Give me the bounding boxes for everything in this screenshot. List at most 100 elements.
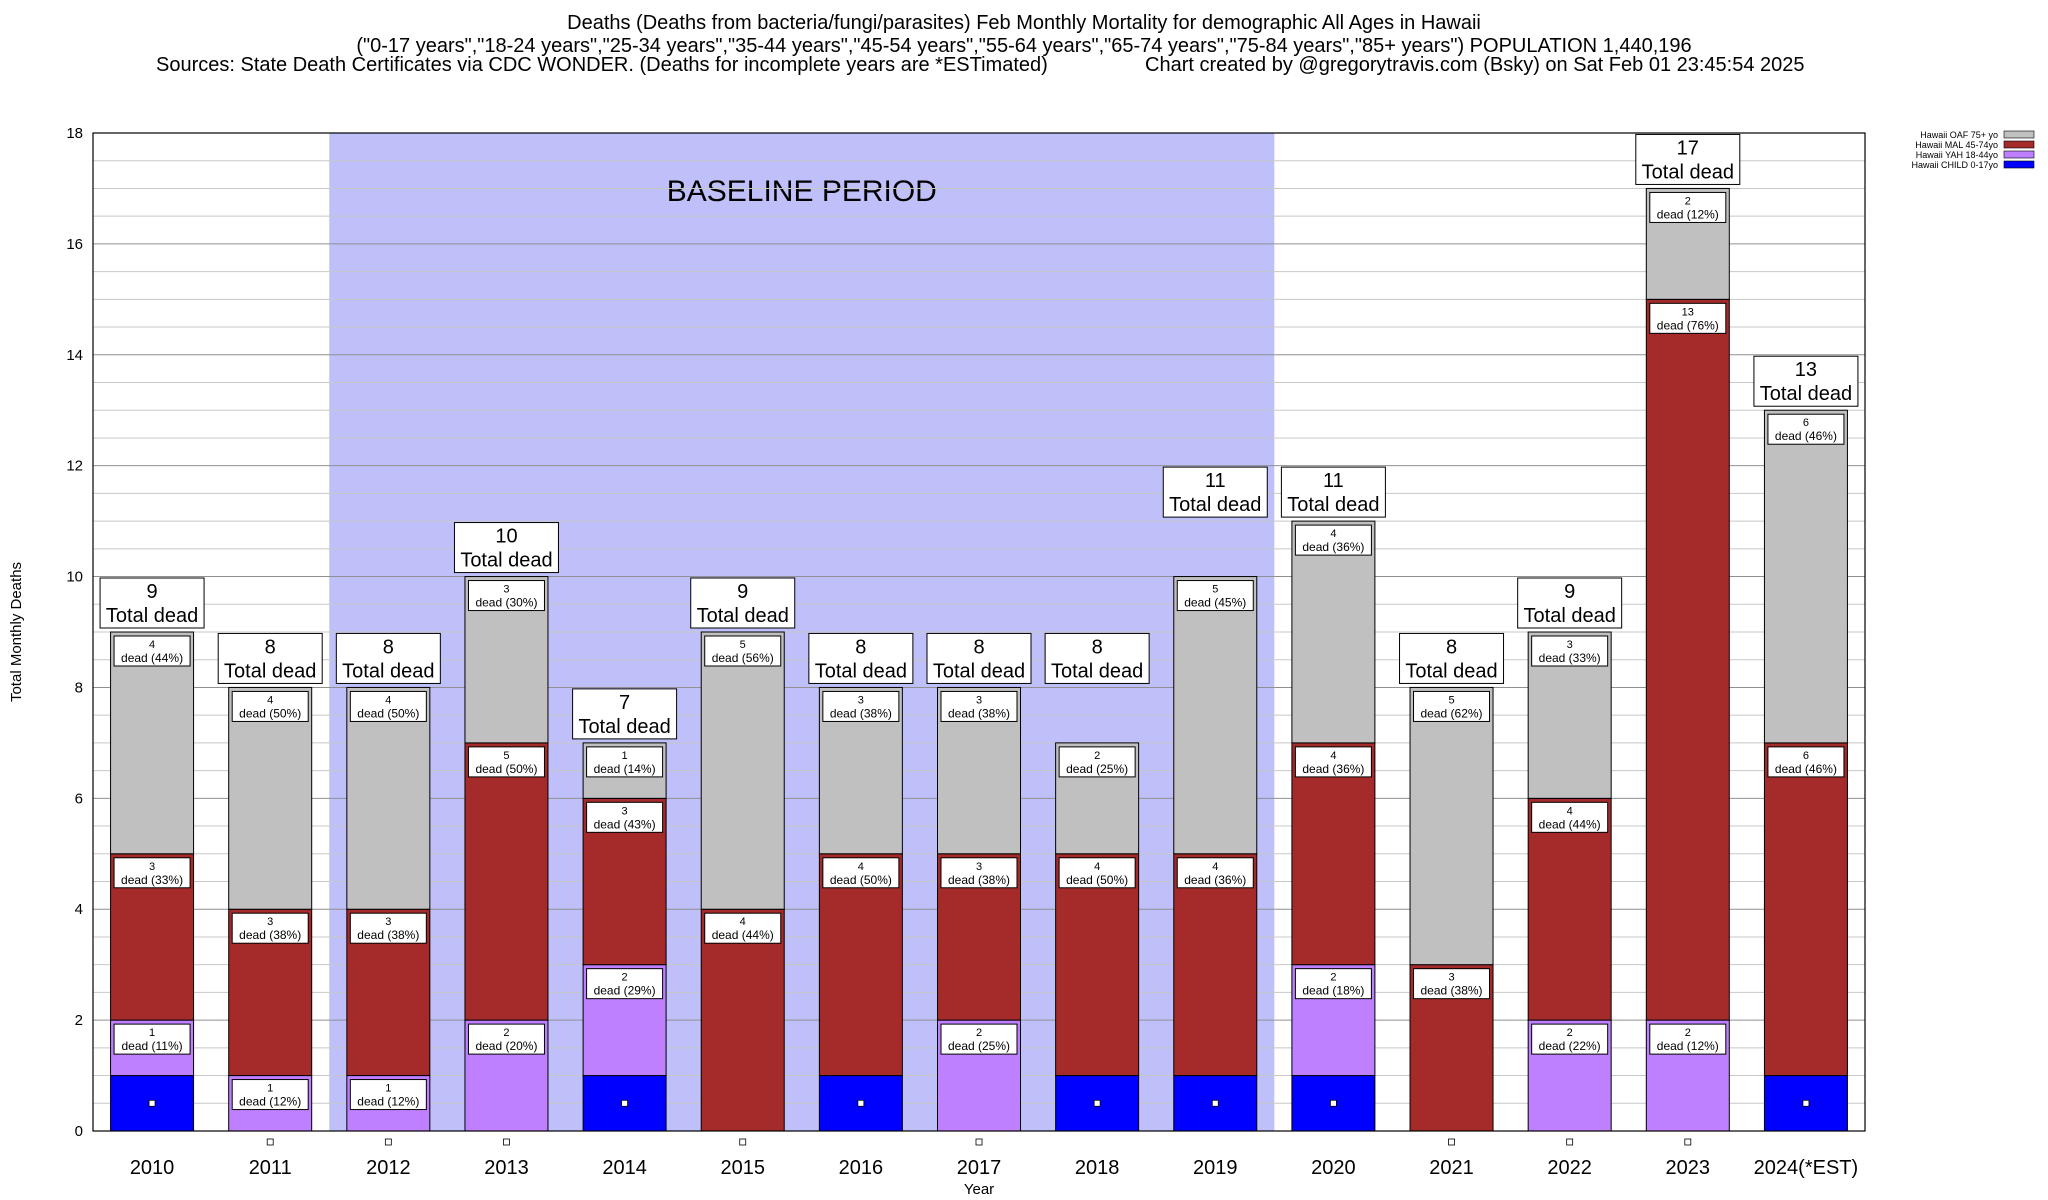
segment-label-box xyxy=(586,968,664,1000)
segment-count-label: 4 xyxy=(1330,528,1336,540)
segment-label-box xyxy=(1294,524,1372,556)
legend-swatch xyxy=(2003,150,2035,159)
x-tick-label: 2021 xyxy=(1429,1157,1474,1179)
segment-count-label: 3 xyxy=(1567,639,1573,651)
total-dead-label: Total dead xyxy=(106,605,198,627)
total-count-label: 7 xyxy=(619,692,630,714)
segment-label-box xyxy=(113,635,191,667)
total-count-label: 13 xyxy=(1795,359,1817,381)
segment-pct-label: dead (38%) xyxy=(948,873,1010,887)
chart-title-block: Deaths (Deaths from bacteria/fungi/paras… xyxy=(0,12,2048,58)
tick-marker xyxy=(503,1138,510,1146)
x-tick-label: 2012 xyxy=(366,1157,411,1179)
segment-label-box xyxy=(586,746,664,778)
legend-swatch xyxy=(2003,140,2035,149)
segment-count-label: 3 xyxy=(267,916,273,928)
sources-text: Sources: State Death Certificates via CD… xyxy=(156,54,1048,76)
x-axis-title: Year xyxy=(964,1181,994,1198)
segment-label-box xyxy=(1294,968,1372,1000)
bar-segment xyxy=(818,853,903,1077)
segment-label-box xyxy=(231,912,309,944)
y-tick-label: 8 xyxy=(75,679,83,696)
total-label-box xyxy=(1635,133,1741,185)
segment-pct-label: dead (12%) xyxy=(239,1095,301,1109)
tick-marker xyxy=(739,1138,747,1146)
segment-count-label: 2 xyxy=(1685,1027,1691,1039)
segment-pct-label: dead (12%) xyxy=(357,1095,419,1109)
segment-label-box xyxy=(467,1023,545,1055)
total-label-box xyxy=(1162,466,1268,518)
segment-label-box xyxy=(1531,635,1609,667)
segment-label-box xyxy=(1649,302,1727,334)
segment-label-box xyxy=(231,690,309,722)
segment-label-box xyxy=(704,912,782,944)
total-label-box xyxy=(1044,632,1150,684)
total-count-label: 11 xyxy=(1205,470,1226,492)
total-count-label: 17 xyxy=(1677,137,1699,159)
segment-count-label: 3 xyxy=(976,861,982,873)
segment-label-box xyxy=(1531,1023,1609,1055)
segment-pct-label: dead (22%) xyxy=(1539,1039,1601,1053)
segment-pct-label: dead (38%) xyxy=(948,706,1010,720)
segment-label-box xyxy=(1767,413,1845,445)
segment-marker xyxy=(857,1099,865,1107)
y-tick-label: 0 xyxy=(75,1123,83,1140)
segment-count-label: 4 xyxy=(385,694,391,706)
legend-label: Hawaii MAL 45-74yo xyxy=(1915,140,1998,150)
legend-label: Hawaii OAF 75+ yo xyxy=(1920,130,1998,140)
segment-marker xyxy=(148,1099,156,1107)
total-dead-label: Total dead xyxy=(342,660,434,682)
segment-count-label: 4 xyxy=(149,639,155,651)
segment-marker xyxy=(1093,1099,1101,1107)
x-tick-label: 2023 xyxy=(1666,1157,1711,1179)
bar-segment xyxy=(1291,520,1376,744)
segment-pct-label: dead (38%) xyxy=(357,928,419,942)
segment-count-label: 3 xyxy=(503,584,509,596)
segment-pct-label: dead (18%) xyxy=(1302,984,1364,998)
segment-label-box xyxy=(1413,690,1491,722)
segment-label-box xyxy=(822,690,900,722)
y-tick-label: 4 xyxy=(75,901,83,918)
total-count-label: 8 xyxy=(1446,636,1457,658)
segment-count-label: 6 xyxy=(1803,417,1809,429)
y-tick-label: 12 xyxy=(66,458,83,475)
segment-pct-label: dead (44%) xyxy=(712,928,774,942)
segment-pct-label: dead (45%) xyxy=(1184,596,1246,610)
axes-layer: 2010 2011 2012 2013 2014 2015 2016 2017 2018 2019… xyxy=(8,125,1866,1198)
segment-marker xyxy=(1330,1099,1337,1107)
segment-marker xyxy=(621,1099,628,1107)
legend-swatch xyxy=(2003,160,2035,169)
segment-pct-label: dead (56%) xyxy=(712,651,774,665)
segment-count-label: 5 xyxy=(503,750,509,762)
segment-pct-label: dead (12%) xyxy=(1657,1039,1719,1053)
total-label-box xyxy=(99,577,205,629)
total-label-box xyxy=(217,632,323,684)
segment-pct-label: dead (38%) xyxy=(1421,984,1483,998)
chart-subtitle: ("0-17 years","18-24 years","25-34 years… xyxy=(356,35,1692,57)
segment-count-label: 2 xyxy=(1567,1027,1573,1039)
bar-segment xyxy=(700,631,785,910)
segment-pct-label: dead (25%) xyxy=(948,1039,1010,1053)
segment-count-label: 4 xyxy=(858,861,864,873)
y-tick-label: 2 xyxy=(75,1012,83,1029)
segment-count-label: 6 xyxy=(1803,750,1809,762)
segment-count-label: 5 xyxy=(1448,694,1454,706)
segment-count-label: 4 xyxy=(740,916,746,928)
total-label-box xyxy=(1399,632,1505,684)
bar-segment xyxy=(1055,853,1140,1077)
segment-count-label: 2 xyxy=(1094,750,1100,762)
segment-pct-label: dead (25%) xyxy=(1066,762,1128,776)
total-label-box xyxy=(1517,577,1623,629)
segment-label-box xyxy=(1058,857,1136,889)
bars-layer xyxy=(110,187,1848,1132)
segment-marker xyxy=(1211,1099,1219,1107)
bar-segment xyxy=(1527,797,1612,1021)
segment-count-label: 2 xyxy=(976,1027,982,1039)
total-count-label: 9 xyxy=(737,581,748,603)
segment-count-label: 2 xyxy=(1330,972,1336,984)
tick-marker xyxy=(1448,1138,1455,1146)
segment-pct-label: dead (50%) xyxy=(475,762,537,776)
y-tick-label: 14 xyxy=(66,347,83,364)
total-dead-label: Total dead xyxy=(1051,660,1143,682)
